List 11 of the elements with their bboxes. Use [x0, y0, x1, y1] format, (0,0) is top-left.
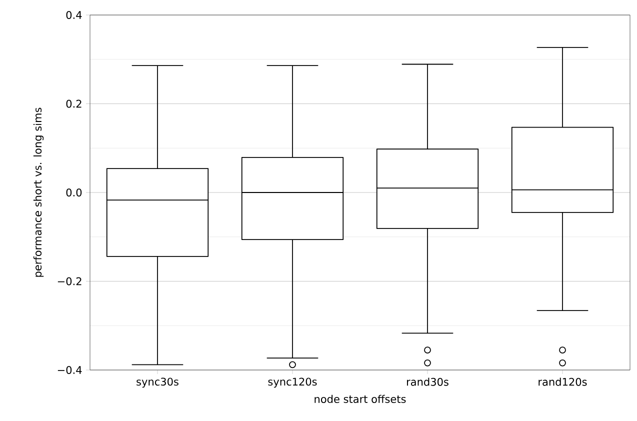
y-axis-title: performance short vs. long sims	[33, 108, 44, 277]
x-tick-label: rand120s	[538, 378, 587, 386]
y-tick-label: 0.2	[66, 100, 82, 108]
x-axis-title: node start offsets	[314, 394, 406, 404]
y-tick-label: −0.2	[58, 277, 82, 286]
y-tick-label: 0.4	[66, 11, 82, 19]
y-tick-label: −0.4	[58, 366, 82, 374]
x-tick-label: sync120s	[268, 378, 317, 388]
y-tick-label: 0.0	[66, 188, 82, 196]
x-tick-label: rand30s	[407, 378, 448, 386]
x-tick-label: sync30s	[136, 378, 178, 388]
